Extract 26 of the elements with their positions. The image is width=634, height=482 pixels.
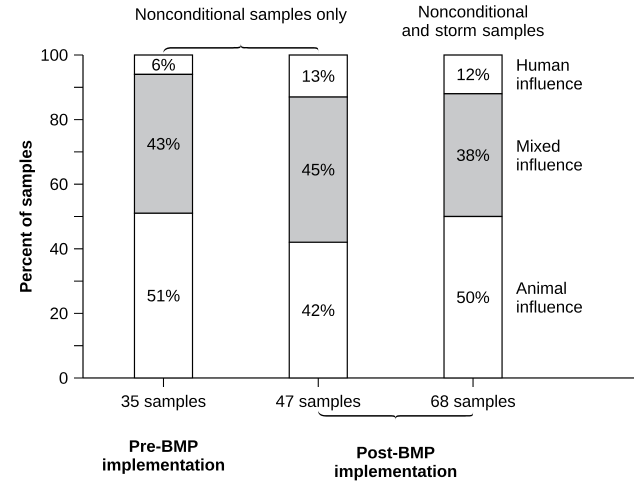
y-axis-title: Percent of samples	[19, 140, 35, 292]
y-tick-label: 100	[42, 49, 68, 61]
data-label: 50%	[457, 291, 490, 304]
y-tick-label: 0	[60, 372, 68, 384]
data-label: 38%	[456, 149, 490, 162]
y-tick-label: 60	[50, 178, 68, 190]
text: Pre-BMP implementation	[103, 440, 224, 474]
x-tick-label: 47 samples	[276, 394, 360, 410]
y-tick-label: 80	[50, 114, 68, 126]
data-label: 51%	[147, 290, 180, 302]
x-tick-label: 35 samples	[122, 394, 206, 410]
text: Nonconditional and storm samples	[402, 5, 544, 40]
series-label: Animal influence	[516, 282, 582, 313]
x-tick-label: 68 samples	[431, 394, 516, 410]
series-label: Mixed influence	[517, 140, 582, 171]
data-label: 45%	[302, 164, 334, 176]
data-label: 6%	[152, 58, 175, 71]
data-label: 43%	[147, 138, 180, 150]
text: Nonconditional samples only	[136, 8, 347, 24]
y-tick-label: 20	[50, 308, 68, 320]
data-label: 12%	[458, 68, 490, 80]
data-label: 13%	[302, 70, 334, 82]
series-label: Human influence	[517, 59, 582, 90]
text: Post-BMP implementation	[335, 446, 456, 480]
y-tick-label: 40	[50, 242, 68, 255]
data-label: 42%	[302, 304, 334, 316]
